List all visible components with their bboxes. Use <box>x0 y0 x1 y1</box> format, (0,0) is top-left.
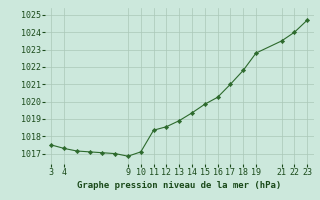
X-axis label: Graphe pression niveau de la mer (hPa): Graphe pression niveau de la mer (hPa) <box>77 181 281 190</box>
